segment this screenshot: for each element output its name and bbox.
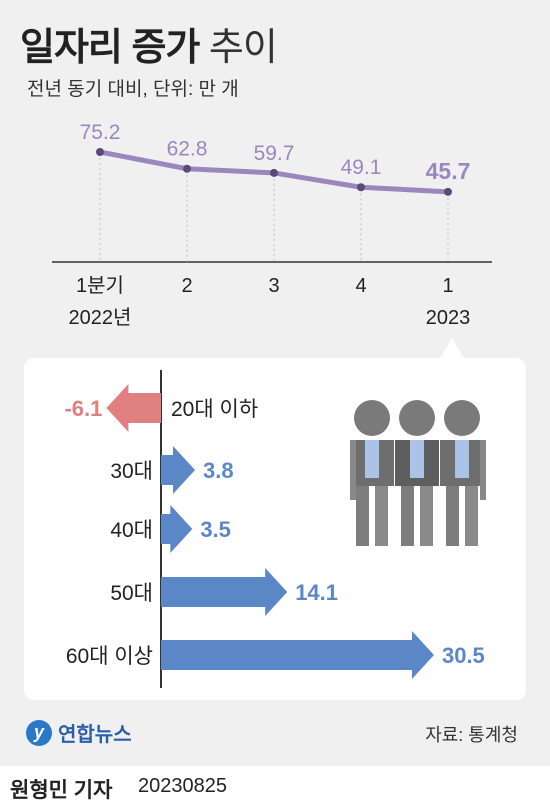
category-label: 30대 [110, 460, 153, 483]
category-label: 40대 [110, 519, 153, 542]
person-shirt-icon [365, 440, 379, 478]
bar-arrow [161, 568, 288, 616]
callout-pointer [440, 338, 464, 358]
line-chart: 75.2 1분기 2022년 62.8 2 59.7 3 49.1 4 45.7 1 2023 [52, 121, 492, 358]
data-label: 75.2 [80, 121, 121, 144]
logo-text: 연합뉴스 [58, 724, 132, 746]
people-icon [350, 400, 486, 546]
tick-label: 1분기 [76, 274, 124, 297]
person-arm-icon [480, 440, 486, 500]
tick-label: 2023 [426, 307, 471, 329]
publish-date: 20230825 [138, 775, 227, 797]
person-leg-icon [356, 486, 369, 546]
category-label: 60대 이상 [66, 645, 153, 668]
person-head-icon [444, 400, 480, 436]
person-head-icon [354, 400, 390, 436]
subtitle: 전년 동기 대비, 단위: 만 개 [27, 79, 239, 100]
bar-arrow [106, 384, 161, 432]
value-label: 14.1 [295, 580, 338, 605]
tick-label: 2022년 [69, 306, 132, 329]
value-label: -6.1 [64, 396, 102, 421]
tick-label: 3 [268, 275, 279, 297]
logo-icon: y [26, 719, 52, 746]
reporter-name: 원형민 기자 [10, 779, 113, 802]
person-head-icon [399, 400, 435, 436]
data-label: 59.7 [254, 142, 295, 165]
person-leg-icon [420, 486, 433, 546]
bar-arrow [161, 631, 434, 679]
person-shirt-icon [410, 440, 424, 478]
bar-chart: -6.1 20대 이하 3.8 30대 3.5 40대 14.1 50대 30.5 60대 이상 [64, 370, 486, 688]
person-leg-icon [401, 486, 414, 546]
page-title: 일자리 증가 추이 [20, 16, 278, 71]
category-label: 50대 [110, 582, 153, 605]
data-point [444, 187, 452, 196]
age-group-panel: -6.1 20대 이하 3.8 30대 3.5 40대 14.1 50대 30.5 60대 이상 [24, 358, 526, 700]
person-leg-icon [375, 486, 388, 546]
tick-label: 2 [181, 275, 192, 297]
value-label: 3.5 [200, 517, 231, 542]
data-point [357, 183, 365, 192]
data-label: 45.7 [426, 158, 471, 184]
tick-label: 4 [355, 275, 366, 297]
data-point [183, 164, 191, 173]
person-arm-icon [350, 440, 356, 500]
category-label: 20대 이하 [171, 398, 258, 421]
person-leg-icon [465, 486, 478, 546]
bar-arrow [161, 505, 193, 553]
title-bold: 일자리 증가 [20, 27, 200, 69]
data-label: 49.1 [341, 156, 382, 179]
person-leg-icon [446, 486, 459, 546]
title-light: 추이 [208, 27, 278, 69]
byline: 원형민 기자 20230825 [0, 766, 550, 809]
data-point [96, 148, 104, 156]
data-point [270, 168, 278, 177]
value-label: 3.8 [203, 458, 234, 483]
value-label: 30.5 [442, 643, 485, 668]
tick-label: 1 [442, 275, 453, 297]
person-shirt-icon [455, 440, 469, 478]
source-note: 자료: 통계청 [425, 725, 518, 745]
yonhap-logo: y 연합뉴스 [26, 718, 132, 747]
data-label: 62.8 [167, 138, 208, 161]
bar-arrow [161, 446, 196, 494]
